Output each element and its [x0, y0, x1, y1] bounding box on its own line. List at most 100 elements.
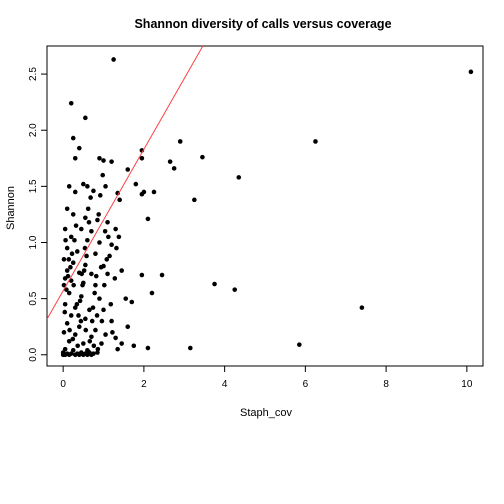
x-tick-label: 4 [222, 379, 228, 390]
data-point [95, 350, 100, 355]
data-point [125, 324, 131, 330]
data-point [66, 352, 72, 358]
data-point [109, 318, 114, 324]
data-point [100, 172, 106, 178]
data-point [139, 155, 145, 161]
data-point [89, 228, 94, 234]
data-point [72, 237, 77, 243]
data-point [359, 305, 365, 310]
data-point [89, 352, 94, 358]
data-point [68, 234, 74, 240]
data-point [70, 347, 76, 353]
data-point [468, 69, 474, 75]
data-point [98, 264, 104, 270]
data-point [97, 240, 102, 245]
data-point [82, 245, 88, 251]
data-point [68, 264, 73, 270]
data-point [88, 195, 93, 200]
data-point [99, 341, 104, 346]
data-point [85, 352, 90, 358]
data-point [77, 298, 83, 304]
data-point [97, 193, 103, 198]
data-point [159, 272, 165, 278]
data-point [78, 318, 84, 324]
data-point [74, 249, 80, 254]
data-point [76, 313, 81, 318]
data-point [63, 237, 68, 243]
data-point [104, 257, 110, 262]
data-point [145, 216, 151, 222]
data-point [115, 346, 120, 352]
data-point [113, 226, 118, 232]
y-tick-label: 1.5 [28, 179, 39, 193]
data-point [64, 245, 70, 251]
data-point [113, 335, 118, 341]
data-point [76, 324, 82, 330]
data-point [62, 301, 68, 307]
data-point [95, 346, 101, 352]
data-point [87, 307, 92, 313]
data-point [177, 139, 183, 144]
data-point [72, 155, 78, 161]
data-point [80, 282, 85, 288]
data-point [119, 268, 124, 273]
data-point [83, 316, 88, 322]
data-point [72, 332, 78, 337]
data-point [70, 212, 76, 217]
data-point [72, 189, 78, 195]
regression-line [46, 45, 204, 320]
data-point [70, 336, 76, 342]
data-point [70, 135, 76, 141]
data-point [92, 290, 97, 296]
data-point [66, 184, 72, 189]
data-point [76, 352, 82, 358]
data-point [66, 290, 72, 296]
data-point [297, 342, 302, 347]
data-point [97, 155, 102, 161]
data-point [89, 271, 94, 277]
data-point [62, 226, 68, 232]
data-point [313, 139, 318, 144]
chart-title: Shannon diversity of calls versus covera… [134, 17, 391, 31]
data-point [105, 219, 110, 225]
data-point [171, 166, 177, 171]
data-point [73, 223, 79, 228]
data-point [85, 206, 91, 212]
data-point [79, 271, 85, 277]
y-tick-label: 2.5 [28, 67, 39, 81]
data-point [85, 184, 90, 189]
x-axis-label: Staph_cov [240, 407, 292, 419]
x-tick-label: 10 [461, 379, 473, 390]
data-point [103, 184, 108, 189]
data-point [79, 226, 84, 232]
data-point [102, 282, 107, 288]
data-point [93, 273, 99, 279]
data-point [61, 257, 67, 262]
data-point [109, 242, 114, 248]
data-point [108, 301, 114, 307]
y-axis-label: Shannon [5, 186, 17, 230]
data-point [83, 327, 89, 333]
data-point [116, 234, 122, 240]
data-point [107, 253, 112, 259]
data-point [83, 215, 88, 221]
x-tick-label: 0 [60, 379, 66, 390]
data-point [64, 268, 70, 273]
data-point [192, 197, 197, 203]
data-point [89, 334, 94, 340]
data-point [188, 345, 193, 351]
data-point [111, 57, 116, 62]
data-point [64, 206, 70, 212]
plot-frame [46, 45, 484, 367]
data-point [81, 268, 87, 273]
data-point [72, 352, 78, 358]
data-point [61, 330, 67, 335]
data-point [99, 318, 105, 324]
data-point [117, 197, 122, 203]
data-point [68, 313, 74, 318]
data-point [110, 330, 115, 335]
data-point [101, 307, 106, 313]
data-point [119, 341, 124, 346]
data-point [139, 191, 145, 197]
data-point [67, 327, 72, 333]
